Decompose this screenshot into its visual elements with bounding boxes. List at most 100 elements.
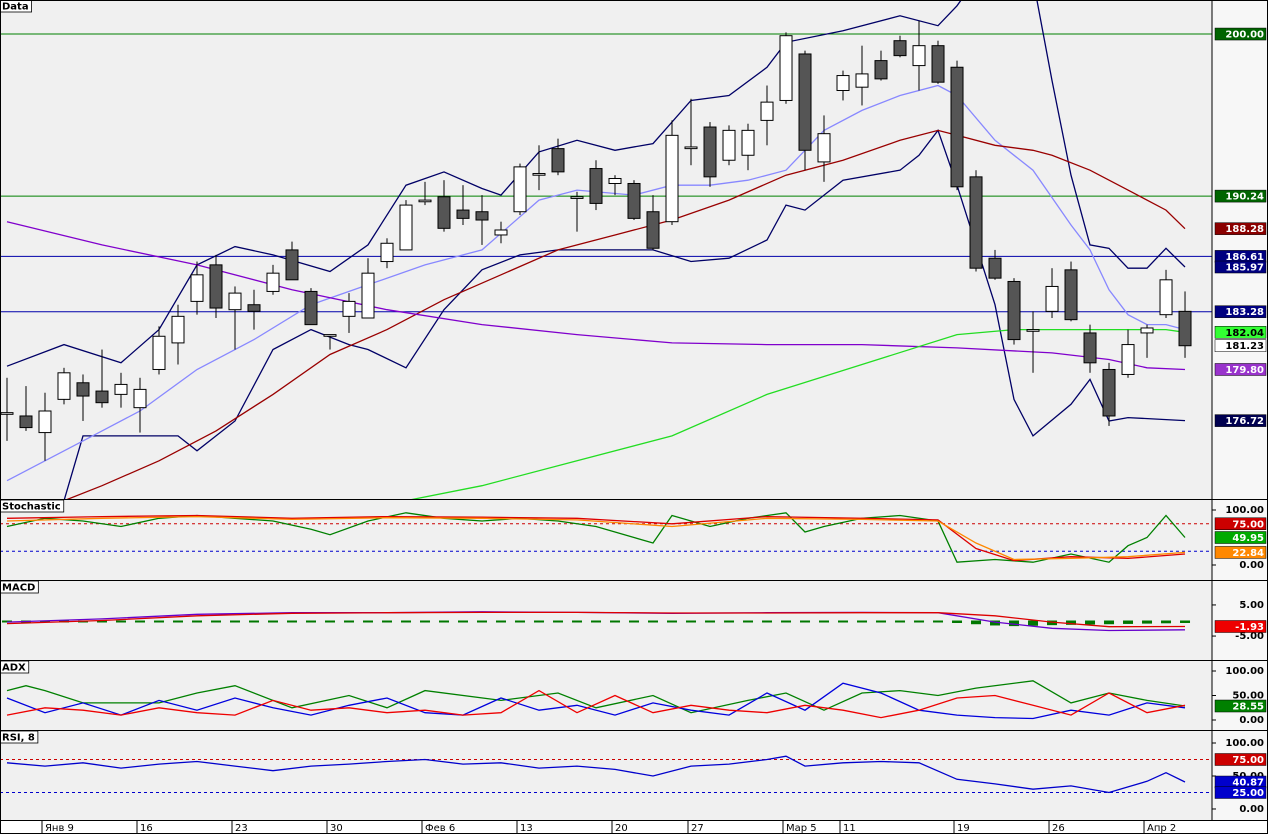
value-label-box: [1214, 305, 1267, 318]
value-label: 186.61: [1225, 252, 1264, 263]
value-label-box: [1214, 222, 1267, 235]
candle-body: [627, 182, 641, 219]
plot: [6, 680, 1186, 720]
plot-area: [0, 500, 1212, 580]
value-label: 181.23: [1225, 341, 1264, 352]
series-line: [63, 129, 1186, 499]
candle-body: [342, 300, 356, 317]
histogram-bar: [933, 620, 944, 623]
histogram-bar: [553, 620, 564, 623]
value-label: 22.84: [1232, 548, 1264, 559]
panel-title: Data: [2, 2, 29, 13]
candle-body: [1121, 344, 1135, 375]
candle-body: [855, 73, 869, 88]
value-label-box: [1214, 546, 1267, 559]
x-tick-label: 11: [843, 823, 856, 834]
value-label: 49.95: [1232, 533, 1264, 544]
series-line: [6, 515, 1186, 561]
series-line: [66, 129, 1186, 499]
panel-title: Stochastic: [2, 502, 61, 513]
panel-title-box: [0, 0, 32, 13]
candle-body: [988, 257, 1002, 279]
candle-body: [836, 75, 850, 92]
histogram-bar: [305, 620, 316, 623]
candle-body: [779, 35, 793, 101]
plot: [0, 512, 1212, 563]
plot: [1, 611, 1191, 632]
panel-title: RSI, 8: [2, 733, 35, 744]
candle-body: [969, 176, 983, 269]
histogram-bar: [439, 620, 450, 623]
value-label-box: [1214, 531, 1267, 544]
candle-body: [285, 249, 299, 281]
value-label: 182.04: [1225, 328, 1264, 339]
candle-body: [323, 334, 337, 337]
histogram-bar: [210, 620, 221, 623]
value-label-box: [1214, 753, 1267, 766]
candle-body: [95, 390, 109, 404]
x-tick-label: 19: [957, 823, 970, 834]
histogram-bar: [172, 620, 183, 623]
histogram-bar: [496, 620, 507, 623]
y-tick-label: 50.00: [1232, 691, 1264, 702]
candle-body: [703, 126, 717, 178]
histogram-bar: [838, 620, 849, 623]
histogram-bar: [515, 620, 526, 623]
histogram-bar: [382, 620, 393, 623]
histogram-bar: [1180, 620, 1191, 623]
candle-body: [456, 209, 470, 219]
histogram-bar: [153, 620, 164, 623]
value-label: 188.28: [1225, 224, 1264, 235]
panel: 100.00 0.00 75.00 49.95 22.84 Stochastic: [0, 499, 1268, 581]
histogram-bar: [743, 620, 754, 623]
value-label: 28.55: [1232, 702, 1264, 713]
histogram-bar: [990, 620, 1001, 626]
candle-body: [931, 45, 945, 83]
value-label: 75.00: [1232, 755, 1264, 766]
candle-body: [171, 315, 185, 344]
axis-area: [1212, 661, 1268, 730]
value-label: 200.00: [1225, 30, 1264, 41]
histogram-bar: [610, 620, 621, 623]
value-label: -1.93: [1235, 622, 1264, 633]
histogram-bar: [895, 620, 906, 623]
value-label: 40.87: [1232, 778, 1264, 789]
series-line: [6, 682, 1186, 720]
histogram-bar: [952, 620, 963, 623]
x-tick-label: 23: [235, 823, 248, 834]
panel-title-box: [0, 580, 39, 594]
value-label-box: [1214, 517, 1267, 531]
histogram-bar: [572, 620, 583, 623]
plot: [0, 0, 1212, 499]
candle-body: [532, 173, 546, 176]
histogram-bar: [1066, 620, 1077, 625]
value-label-box: [1214, 326, 1267, 339]
histogram-bar: [1009, 620, 1020, 627]
histogram-bar: [724, 620, 735, 623]
candle-body: [76, 382, 90, 397]
value-label-box: [1214, 339, 1267, 352]
candle-body: [1083, 332, 1097, 364]
candle-body: [741, 129, 755, 156]
x-tick-label: 27: [691, 823, 704, 834]
candle-body: [893, 40, 907, 57]
histogram-bar: [267, 620, 278, 623]
histogram-bar: [115, 620, 126, 623]
candle-body: [874, 60, 888, 80]
value-label-box: [1214, 620, 1267, 633]
histogram-bar: [401, 620, 412, 623]
panel-title-box: [0, 730, 39, 744]
histogram-bar: [667, 620, 678, 623]
histogram-bar: [914, 620, 925, 623]
histogram-bar: [229, 620, 240, 623]
histogram-bar: [39, 620, 50, 623]
histogram-bar: [477, 620, 488, 623]
candle-body: [437, 196, 451, 229]
candle-body: [1159, 279, 1173, 316]
series-line: [411, 328, 1186, 499]
x-tick-label: 13: [520, 823, 533, 834]
candle-body: [361, 272, 375, 319]
